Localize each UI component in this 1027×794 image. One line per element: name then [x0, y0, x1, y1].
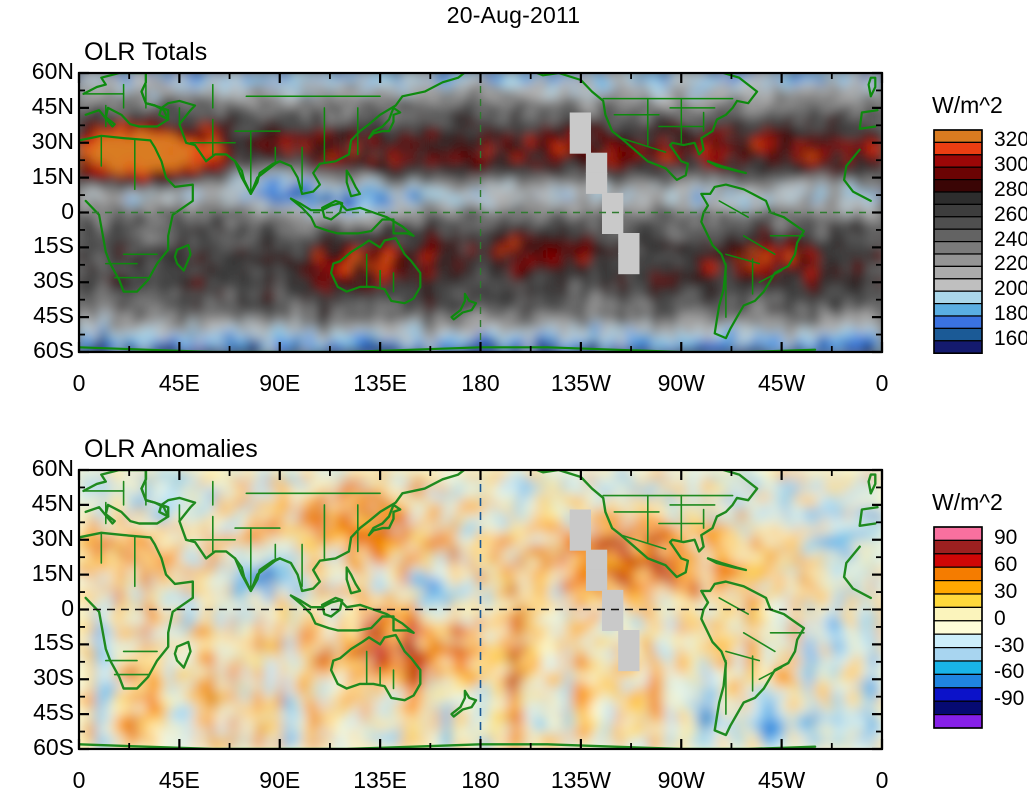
y-tick-label: 0 [0, 595, 74, 622]
panel-title-olr-totals: OLR Totals [84, 38, 207, 67]
y-tick-label: 45S [0, 302, 74, 329]
y-tick-label: 30N [0, 525, 74, 552]
y-tick-label: 15S [0, 629, 74, 656]
x-tick-label: 135E [340, 767, 420, 794]
x-tick-label: 45W [742, 767, 822, 794]
x-tick-label: 135E [340, 370, 420, 397]
x-tick-label: 45E [139, 767, 219, 794]
y-tick-label: 45N [0, 490, 74, 517]
x-tick-label: 0 [39, 767, 119, 794]
colorbar-tick-label: -90 [994, 687, 1024, 711]
x-tick-label: 0 [842, 370, 922, 397]
x-tick-label: 90W [641, 767, 721, 794]
y-tick-label: 30S [0, 664, 74, 691]
map-field-olr-totals [78, 27, 882, 353]
colorbar-tick-label: 30 [994, 580, 1017, 604]
colorbar-tick-label: 300 [994, 153, 1027, 177]
colorbar-tick-label: 60 [994, 553, 1017, 577]
y-tick-label: 15N [0, 560, 74, 587]
x-tick-label: 180 [441, 767, 521, 794]
y-tick-label: 30N [0, 128, 74, 155]
y-tick-label: 15N [0, 163, 74, 190]
y-tick-label: 45S [0, 699, 74, 726]
x-tick-label: 135W [541, 767, 621, 794]
y-tick-label: 60N [0, 455, 74, 482]
colorbar-units-totals: W/m^2 [932, 92, 1003, 119]
y-tick-label: 60S [0, 734, 74, 761]
x-tick-label: 135W [541, 370, 621, 397]
x-tick-label: 90E [240, 370, 320, 397]
colorbar-tick-label: 260 [994, 203, 1027, 227]
y-tick-label: 15S [0, 232, 74, 259]
x-tick-label: 180 [441, 370, 521, 397]
colorbar-tick-label: 0 [994, 607, 1006, 631]
colorbar-tick-label: 180 [994, 302, 1027, 326]
colorbar-tick-label: 320 [994, 128, 1027, 152]
x-tick-label: 90W [641, 370, 721, 397]
colorbar-tick-label: -30 [994, 634, 1024, 658]
colorbar-units-anomalies: W/m^2 [932, 489, 1003, 516]
colorbar-tick-label: 160 [994, 327, 1027, 351]
x-tick-label: 45W [742, 370, 822, 397]
x-tick-label: 90E [240, 767, 320, 794]
y-tick-label: 60S [0, 337, 74, 364]
colorbar-tick-label: 220 [994, 252, 1027, 276]
y-tick-label: 0 [0, 198, 74, 225]
x-tick-label: 0 [39, 370, 119, 397]
panel-title-olr-anomalies: OLR Anomalies [84, 435, 258, 464]
colorbar-tick-label: 200 [994, 277, 1027, 301]
x-tick-label: 0 [842, 767, 922, 794]
colorbar-tick-label: -60 [994, 660, 1024, 684]
y-tick-label: 60N [0, 58, 74, 85]
y-tick-label: 30S [0, 267, 74, 294]
colorbar-tick-label: 240 [994, 228, 1027, 252]
x-tick-label: 45E [139, 370, 219, 397]
y-tick-label: 45N [0, 93, 74, 120]
map-field-olr-anomalies [78, 424, 882, 750]
colorbar-tick-label: 90 [994, 526, 1017, 550]
colorbar-tick-label: 280 [994, 178, 1027, 202]
figure-title: 20-Aug-2011 [0, 2, 1027, 29]
